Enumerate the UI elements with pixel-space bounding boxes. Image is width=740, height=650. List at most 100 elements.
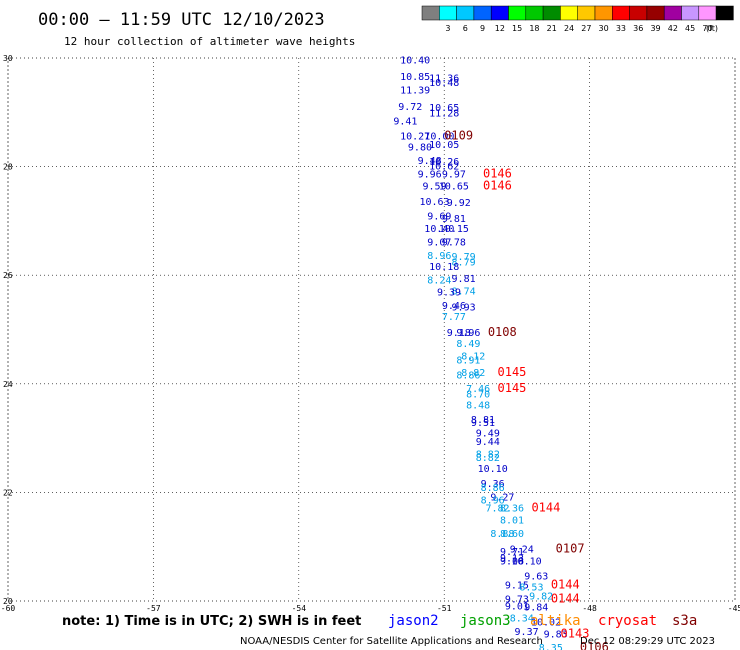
wave-height-label: 8.53 xyxy=(519,582,543,593)
wave-height-label: 9.59 xyxy=(422,182,446,193)
colorbar-label: 24 xyxy=(564,24,574,33)
wave-height-label: 9.48 xyxy=(418,156,442,167)
wave-height-label: 10.18 xyxy=(429,262,459,273)
track-id-label: 0109 xyxy=(444,129,473,143)
colorbar-swatch xyxy=(594,5,613,21)
y-tick-label: 30 xyxy=(3,54,13,63)
wave-height-label: 9.82 xyxy=(529,592,553,603)
colorbar-swatch xyxy=(421,5,440,21)
wave-height-label: 9.71 xyxy=(500,547,524,558)
x-tick-label: -51 xyxy=(437,604,452,613)
wave-height-label: 7.46 xyxy=(466,384,490,395)
wave-height-label: 9.84 xyxy=(524,602,548,613)
y-tick-label: 26 xyxy=(3,271,13,280)
wave-height-label: 9.41 xyxy=(393,116,417,127)
colorbar-swatch xyxy=(456,5,475,21)
x-tick-label: -57 xyxy=(146,604,161,613)
wave-height-label: 9.06 xyxy=(500,556,524,567)
plot-frame xyxy=(7,57,736,602)
wave-height-label: 10.63 xyxy=(419,197,449,208)
colorbar-swatch xyxy=(715,5,734,21)
wave-height-label: 10.85 xyxy=(400,72,430,83)
wave-height-label: 10.10 xyxy=(512,556,542,567)
wave-height-label: 8.48 xyxy=(466,400,490,411)
wave-height-label: 8.96 xyxy=(481,495,505,506)
colorbar-label: 12 xyxy=(495,24,505,33)
wave-height-label: 8.88 xyxy=(490,529,514,540)
footer-timestamp: Dec 12 08:29:29 UTC 2023 xyxy=(580,636,715,647)
satellite-legend-jason3: jason3 xyxy=(460,613,511,629)
colorbar-label: 18 xyxy=(529,24,539,33)
wave-height-label: 9.44 xyxy=(476,437,500,448)
wave-height-label: 9.72 xyxy=(398,102,422,113)
colorbar-swatch xyxy=(508,5,527,21)
wave-height-label: 8.96 xyxy=(427,251,451,262)
wave-height-label: 9.18 xyxy=(447,328,471,339)
wave-height-label: 10.10 xyxy=(478,464,508,475)
footer-credit: NOAA/NESDIS Center for Satellite Applica… xyxy=(240,636,543,647)
satellite-legend-altika: altika xyxy=(530,613,581,629)
y-tick-label: 28 xyxy=(3,163,13,172)
wave-height-label: 10.62 xyxy=(429,162,459,173)
colorbar-label: 15 xyxy=(512,24,522,33)
wave-height-label: 9.39 xyxy=(437,287,461,298)
wave-height-label: 8.74 xyxy=(452,286,476,297)
wave-height-label: 8.36 xyxy=(500,504,524,515)
wave-height-label: 8.49 xyxy=(456,339,480,350)
colorbar-swatch xyxy=(681,5,700,21)
colorbar-label: 33 xyxy=(616,24,626,33)
wave-height-label: 10.15 xyxy=(439,224,469,235)
wave-height-label: 10.05 xyxy=(429,140,459,151)
colorbar-swatch xyxy=(542,5,561,21)
wave-height-label: 10.40 xyxy=(424,224,454,235)
wave-height-label: 9.83 xyxy=(544,630,568,641)
track-id-label: 0145 xyxy=(498,365,527,379)
wave-height-label: 9.73 xyxy=(505,594,529,605)
track-id-label: 0146 xyxy=(483,167,512,181)
satellite-legend-s3a: s3a xyxy=(672,613,697,629)
wave-height-label: 10.00 xyxy=(424,132,454,143)
wave-height-label: 9.13 xyxy=(500,554,524,565)
wave-height-label: 9.96 xyxy=(456,328,480,339)
wave-height-label: 9.36 xyxy=(481,479,505,490)
wave-height-label: 9.51 xyxy=(471,418,495,429)
wave-height-label: 8.86 xyxy=(456,371,480,382)
chart-subtitle: 12 hour collection of altimeter wave hei… xyxy=(64,35,355,48)
colorbar-label: 30 xyxy=(599,24,609,33)
colorbar-swatch xyxy=(577,5,596,21)
wave-height-label: 10.02 xyxy=(531,618,561,629)
colorbar-swatch xyxy=(663,5,682,21)
wave-height-label: 9.46 xyxy=(442,301,466,312)
colorbar-label: 70 xyxy=(702,24,712,33)
wave-height-label: 9.97 xyxy=(442,170,466,181)
track-id-label: 0106 xyxy=(580,640,609,650)
wave-height-label: 9.01 xyxy=(505,601,529,612)
wave-height-label: 10.26 xyxy=(429,157,459,168)
wave-height-label: 9.63 xyxy=(524,571,548,582)
satellite-legend-jason2: jason2 xyxy=(388,613,439,629)
colorbar-label: 6 xyxy=(463,24,468,33)
y-tick-label: 20 xyxy=(3,597,13,606)
colorbar-swatch xyxy=(698,5,717,21)
track-id-label: 0145 xyxy=(498,381,527,395)
colorbar-unit: (ft) xyxy=(706,24,718,33)
x-tick-label: -54 xyxy=(292,604,307,613)
wave-height-label: 7.82 xyxy=(485,504,509,515)
colorbar-swatch xyxy=(439,5,457,21)
track-id-label: 0143 xyxy=(561,627,590,641)
colorbar-label: 27 xyxy=(581,24,591,33)
y-tick-label: 22 xyxy=(3,488,13,497)
x-tick-label: -45 xyxy=(728,604,740,613)
colorbar-swatch xyxy=(473,5,492,21)
wave-height-label: 9.69 xyxy=(427,211,451,222)
y-tick-label: 24 xyxy=(3,380,13,389)
colorbar-label: 21 xyxy=(547,24,557,33)
note-text: note: 1) Time is in UTC; 2) SWH is in fe… xyxy=(62,614,361,629)
wave-height-label: 8.24 xyxy=(427,276,451,287)
wave-height-label: 8.81 xyxy=(471,415,495,426)
wave-height-label: 10.48 xyxy=(429,78,459,89)
wave-height-label: 9.37 xyxy=(515,627,539,638)
wave-height-label: 9.78 xyxy=(442,238,466,249)
